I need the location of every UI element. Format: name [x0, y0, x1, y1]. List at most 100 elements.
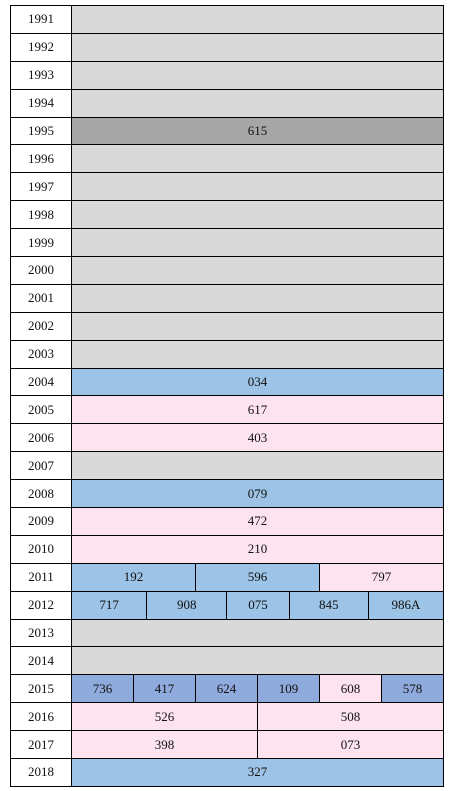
cell-group: [72, 61, 444, 89]
empty-cell: [72, 340, 444, 368]
value-cell: 617: [72, 396, 444, 424]
table-row: 2015 736 417 624 109 608 578: [11, 675, 444, 704]
year-cell: 2011: [11, 563, 72, 591]
value-cell: 845: [289, 591, 369, 619]
value-cell: 797: [320, 563, 444, 591]
year-cell: 2010: [11, 535, 72, 563]
table-row: 1994: [11, 89, 444, 118]
year-cell: 1992: [11, 33, 72, 61]
empty-cell: [72, 89, 444, 117]
cell-group: 192 596 797: [72, 563, 444, 591]
value-cell: 526: [72, 703, 258, 731]
table-row: 1992: [11, 33, 444, 62]
value-cell: 109: [258, 675, 320, 703]
table-row: 2001: [11, 284, 444, 313]
table-row: 2004 034: [11, 368, 444, 397]
value-cell: 615: [72, 117, 444, 145]
table-row: 1998: [11, 201, 444, 230]
year-cell: 2005: [11, 396, 72, 424]
cell-group: 717 908 075 845 986A: [72, 591, 444, 619]
cell-group: [72, 6, 444, 33]
empty-cell: [72, 257, 444, 284]
cell-group: [72, 647, 444, 675]
year-cell: 2015: [11, 675, 72, 703]
table-row: 1991: [11, 6, 444, 34]
table-row: 2000: [11, 257, 444, 285]
cell-group: [72, 452, 444, 480]
empty-cell: [72, 201, 444, 229]
table-row: 2013: [11, 619, 444, 648]
value-cell: 986A: [368, 591, 444, 619]
empty-cell: [72, 619, 444, 647]
empty-cell: [72, 33, 444, 61]
value-cell: 192: [72, 563, 196, 591]
table-row: 2005 617: [11, 396, 444, 425]
table-row: 2007: [11, 452, 444, 481]
cell-group: [72, 201, 444, 229]
empty-cell: [72, 284, 444, 312]
cell-group: [72, 312, 444, 340]
cell-group: [72, 340, 444, 368]
empty-cell: [72, 452, 444, 480]
empty-cell: [72, 312, 444, 340]
table-row: 1995 615: [11, 117, 444, 146]
value-cell: 596: [196, 563, 320, 591]
cell-group: [72, 284, 444, 312]
value-cell: 578: [382, 675, 444, 703]
cell-group: 526 508: [72, 703, 444, 731]
cell-group: [72, 619, 444, 647]
cell-group: 472: [72, 508, 444, 535]
cell-group: 617: [72, 396, 444, 424]
cell-group: [72, 89, 444, 117]
table-row: 2016 526 508: [11, 703, 444, 732]
cell-group: 079: [72, 480, 444, 508]
table-row: 2012 717 908 075 845 986A: [11, 591, 444, 620]
year-cell: 1998: [11, 201, 72, 229]
cell-group: 034: [72, 368, 444, 396]
table-row: 2009 472: [11, 508, 444, 536]
empty-cell: [72, 647, 444, 675]
table-row: 1996: [11, 145, 444, 174]
value-cell: 624: [196, 675, 258, 703]
value-cell: 327: [72, 759, 444, 786]
year-cell: 1994: [11, 89, 72, 117]
year-cell: 2000: [11, 257, 72, 284]
year-cell: 1993: [11, 61, 72, 89]
table-row: 2003: [11, 340, 444, 369]
table-row: 2014: [11, 647, 444, 676]
year-table: 1991 1992 1993 1994 1995 615 1996 1997 1998 1999 2…: [10, 5, 444, 787]
table-row: 2006 403: [11, 424, 444, 453]
year-cell: 2002: [11, 312, 72, 340]
year-cell: 1997: [11, 173, 72, 201]
table-row: 1993: [11, 61, 444, 90]
cell-group: 615: [72, 117, 444, 145]
year-cell: 2008: [11, 480, 72, 508]
table-row: 2011 192 596 797: [11, 563, 444, 592]
year-cell: 2006: [11, 424, 72, 452]
table-row: 1997: [11, 173, 444, 202]
value-cell: 079: [72, 480, 444, 508]
year-cell: 2012: [11, 591, 72, 619]
cell-group: [72, 33, 444, 61]
year-cell: 1991: [11, 6, 72, 33]
empty-cell: [72, 145, 444, 173]
table-row: 1999: [11, 229, 444, 258]
year-cell: 2014: [11, 647, 72, 675]
value-cell: 403: [72, 424, 444, 452]
value-cell: 034: [72, 368, 444, 396]
value-cell: 736: [72, 675, 134, 703]
cell-group: 736 417 624 109 608 578: [72, 675, 444, 703]
year-cell: 2018: [11, 759, 72, 786]
value-cell: 417: [134, 675, 196, 703]
table-row: 2002: [11, 312, 444, 341]
year-cell: 2003: [11, 340, 72, 368]
value-cell: 508: [258, 703, 444, 731]
year-cell: 2017: [11, 731, 72, 759]
cell-group: 327: [72, 759, 444, 786]
empty-cell: [72, 173, 444, 201]
year-cell: 2016: [11, 703, 72, 731]
cell-group: [72, 229, 444, 257]
value-cell: 608: [320, 675, 382, 703]
empty-cell: [72, 229, 444, 257]
